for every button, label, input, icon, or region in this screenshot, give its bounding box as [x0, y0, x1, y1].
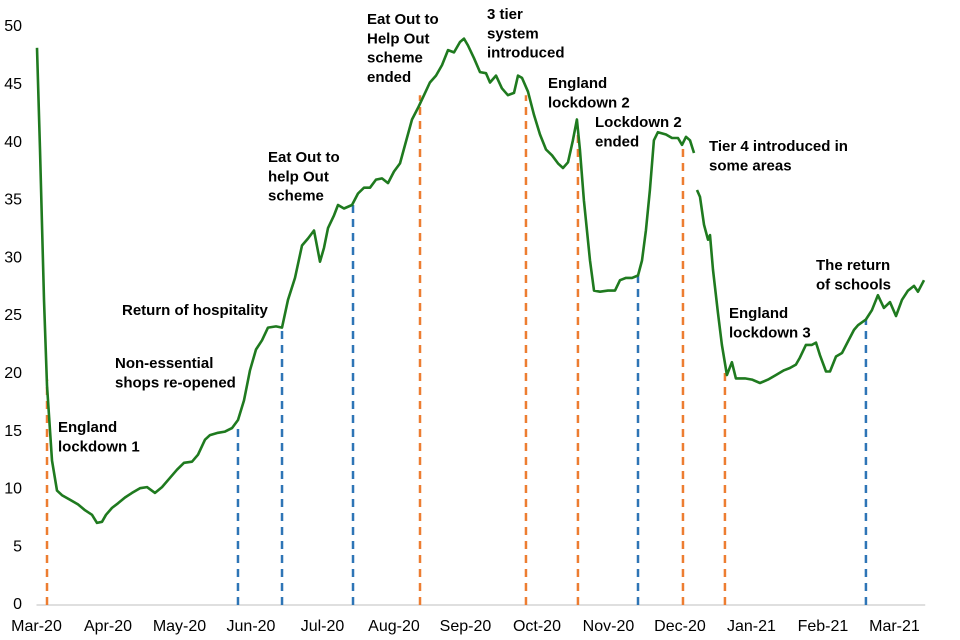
y-tick-label: 35: [4, 192, 22, 209]
data-line: [35, 37, 926, 525]
x-tick-label: Nov-20: [583, 618, 635, 635]
annotation: lockdown 2: [548, 94, 630, 111]
y-tick-label: 25: [4, 307, 22, 324]
y-tick-label: 30: [4, 249, 22, 266]
y-tick-label: 0: [13, 596, 22, 613]
annotation: Lockdown 2: [595, 114, 682, 131]
annotation: England: [729, 305, 788, 322]
annotation: The return: [816, 257, 890, 274]
x-tick-label: Apr-20: [84, 618, 132, 635]
annotation: shops re-opened: [115, 374, 236, 391]
annotation: lockdown 1: [58, 438, 140, 455]
y-tick-label: 45: [4, 76, 22, 93]
y-tick-label: 5: [13, 538, 22, 555]
annotation: scheme: [367, 50, 423, 67]
annotation: of schools: [816, 276, 891, 293]
x-tick-label: Aug-20: [368, 618, 420, 635]
annotation: 3 tier: [487, 6, 523, 23]
y-tick-label: 40: [4, 134, 22, 151]
x-tick-label: Sep-20: [440, 618, 492, 635]
annotation: Eat Out to: [268, 149, 340, 166]
y-tick-label: 50: [4, 18, 22, 35]
x-tick-label: Oct-20: [513, 618, 561, 635]
annotation: Help Out: [367, 30, 430, 47]
annotation: ended: [367, 69, 411, 86]
annotation: Tier 4 introduced in: [709, 138, 848, 155]
annotation: Return of hospitality: [122, 302, 268, 319]
x-tick-label: Jan-21: [727, 618, 776, 635]
annotation: lockdown 3: [729, 324, 811, 341]
x-tick-label: Dec-20: [654, 618, 706, 635]
y-tick-label: 10: [4, 481, 22, 498]
annotation: system: [487, 25, 539, 42]
y-tick-label: 20: [4, 365, 22, 382]
annotation: England: [58, 419, 117, 436]
annotation: help Out: [268, 168, 329, 185]
x-tick-label: Jun-20: [227, 618, 276, 635]
annotation: some areas: [709, 157, 792, 174]
x-tick-label: Jul-20: [301, 618, 345, 635]
annotation: England: [548, 75, 607, 92]
annotation: Eat Out to: [367, 11, 439, 28]
x-tick-label: Mar-20: [11, 618, 62, 635]
x-tick-label: Feb-21: [798, 618, 849, 635]
annotation: introduced: [487, 45, 565, 62]
annotation: scheme: [268, 188, 324, 205]
x-tick-label: May-20: [153, 618, 206, 635]
x-tick-label: Mar-21: [869, 618, 920, 635]
y-tick-label: 15: [4, 423, 22, 440]
annotation: ended: [595, 133, 639, 150]
annotation: Non-essential: [115, 355, 213, 372]
